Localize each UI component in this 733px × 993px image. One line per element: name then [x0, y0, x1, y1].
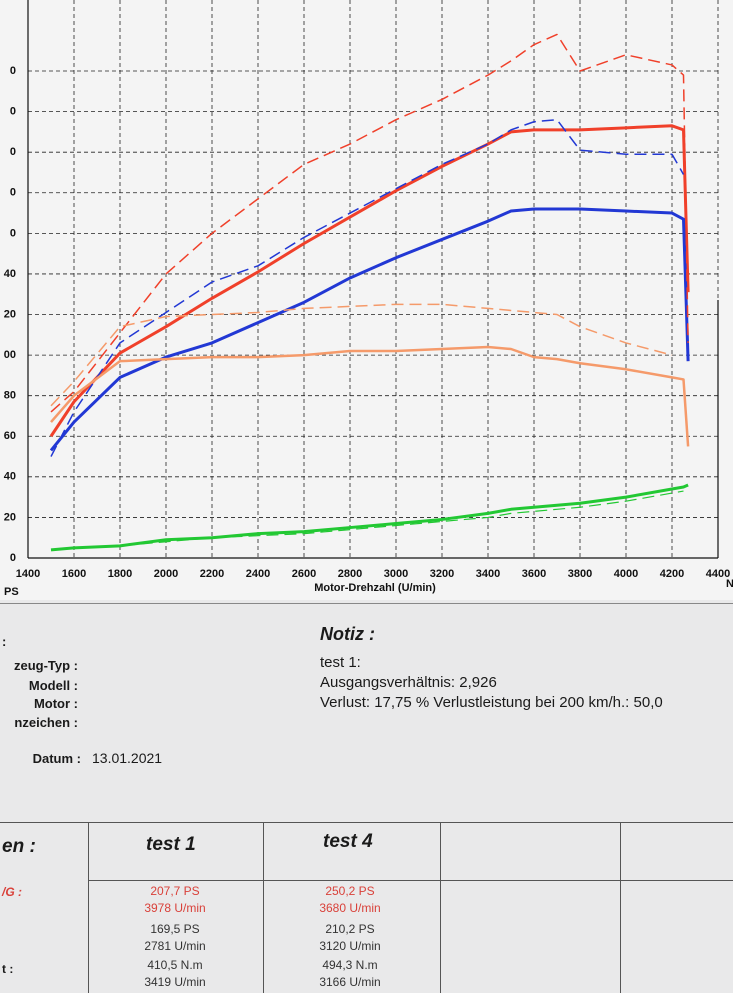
series-line	[49, 207, 690, 452]
series-line	[50, 33, 689, 413]
y-tick-label: 0	[10, 146, 16, 158]
x-tick-label: 2200	[200, 568, 224, 580]
y-tick-label: 20	[4, 308, 16, 320]
y-tick-label: 80	[4, 390, 16, 402]
table-cell: 3978 U/min	[144, 901, 206, 915]
table-cell: 494,3 N.m	[322, 958, 378, 972]
x-tick-label: 3800	[568, 568, 592, 580]
table-cell: 3680 U/min	[319, 901, 381, 915]
x-tick-label: 3000	[384, 568, 408, 580]
y-tick-label: 0	[10, 227, 16, 239]
x-tick-label: 2600	[292, 568, 316, 580]
field-label: nzeichen :	[14, 715, 78, 730]
table-cell: 169,5 PS	[150, 922, 200, 936]
table-border	[88, 822, 89, 993]
table-header: test 1	[146, 834, 196, 855]
table-border	[620, 822, 621, 993]
table-cell: 250,2 PS	[325, 884, 375, 898]
note-line: test 1:	[320, 654, 361, 671]
table-cell: 3419 U/min	[144, 975, 206, 989]
x-tick-label: 2400	[246, 568, 270, 580]
x-tick-label: 2800	[338, 568, 362, 580]
x-tick-label: 4200	[660, 568, 684, 580]
x-tick-label: 1600	[62, 568, 86, 580]
field-label: Motor :	[33, 696, 78, 711]
y-unit: PS	[4, 586, 19, 598]
x-tick-label: 1400	[16, 568, 40, 580]
x-tick-label: 4000	[614, 568, 638, 580]
table-border	[88, 880, 733, 881]
x-tick-label: 3200	[430, 568, 454, 580]
y-tick-label: 40	[4, 471, 16, 483]
y-tick-label: 40	[4, 268, 16, 280]
table-cell: 207,7 PS	[150, 884, 200, 898]
table-cell: 2781 U/min	[144, 939, 206, 953]
row-label: t :	[2, 962, 14, 976]
row-label: /G :	[2, 885, 22, 899]
y-tick-label: 0	[10, 65, 16, 77]
y-tick-label: 00	[4, 349, 16, 361]
table-header: test 4	[323, 831, 373, 852]
y-tick-label: 0	[10, 106, 16, 118]
series-line	[50, 490, 684, 551]
table-border	[440, 822, 441, 993]
table-border	[0, 822, 733, 823]
x-tick-label: 2000	[154, 568, 178, 580]
date-value: 13.01.2021	[92, 750, 163, 766]
y-tick-label: 20	[4, 511, 16, 523]
series-line	[50, 118, 685, 457]
note-line: Verlust: 17,75 % Verlustleistung bei 200…	[320, 694, 663, 711]
separator	[0, 603, 733, 604]
table-cell: 3166 U/min	[319, 975, 381, 989]
x-tick-label: 3400	[476, 568, 500, 580]
field-label: zeug-Typ :	[13, 658, 78, 673]
table-cell: 210,2 PS	[325, 922, 375, 936]
chart: Motor-Drehzahl (U/min) PS N 020406080002…	[0, 0, 733, 600]
table-header: en :	[2, 836, 36, 857]
note-line: Ausgangsverhältnis: 2,926	[320, 674, 497, 691]
chart-background	[0, 0, 733, 600]
x-tick-label: 3600	[522, 568, 546, 580]
series-line	[49, 124, 690, 438]
y-tick-label: 0	[10, 187, 16, 199]
table-border	[263, 822, 264, 993]
y-tick-label: 0	[10, 552, 16, 564]
x-tick-label: 1800	[108, 568, 132, 580]
x-axis-label: Motor-Drehzahl (U/min)	[314, 582, 436, 594]
series-line	[50, 345, 690, 447]
y-tick-label: 60	[4, 430, 16, 442]
right-unit: N	[726, 578, 733, 590]
table-cell: 410,5 N.m	[147, 958, 203, 972]
x-tick-label: 4400	[706, 568, 730, 580]
date-label: Datum :	[32, 751, 81, 766]
series-line	[50, 483, 689, 552]
table-cell: 3120 U/min	[319, 939, 381, 953]
notes-title: Notiz :	[320, 624, 375, 644]
series-line	[50, 303, 673, 407]
info-header: :	[2, 634, 7, 649]
field-label: Modell :	[28, 678, 78, 693]
